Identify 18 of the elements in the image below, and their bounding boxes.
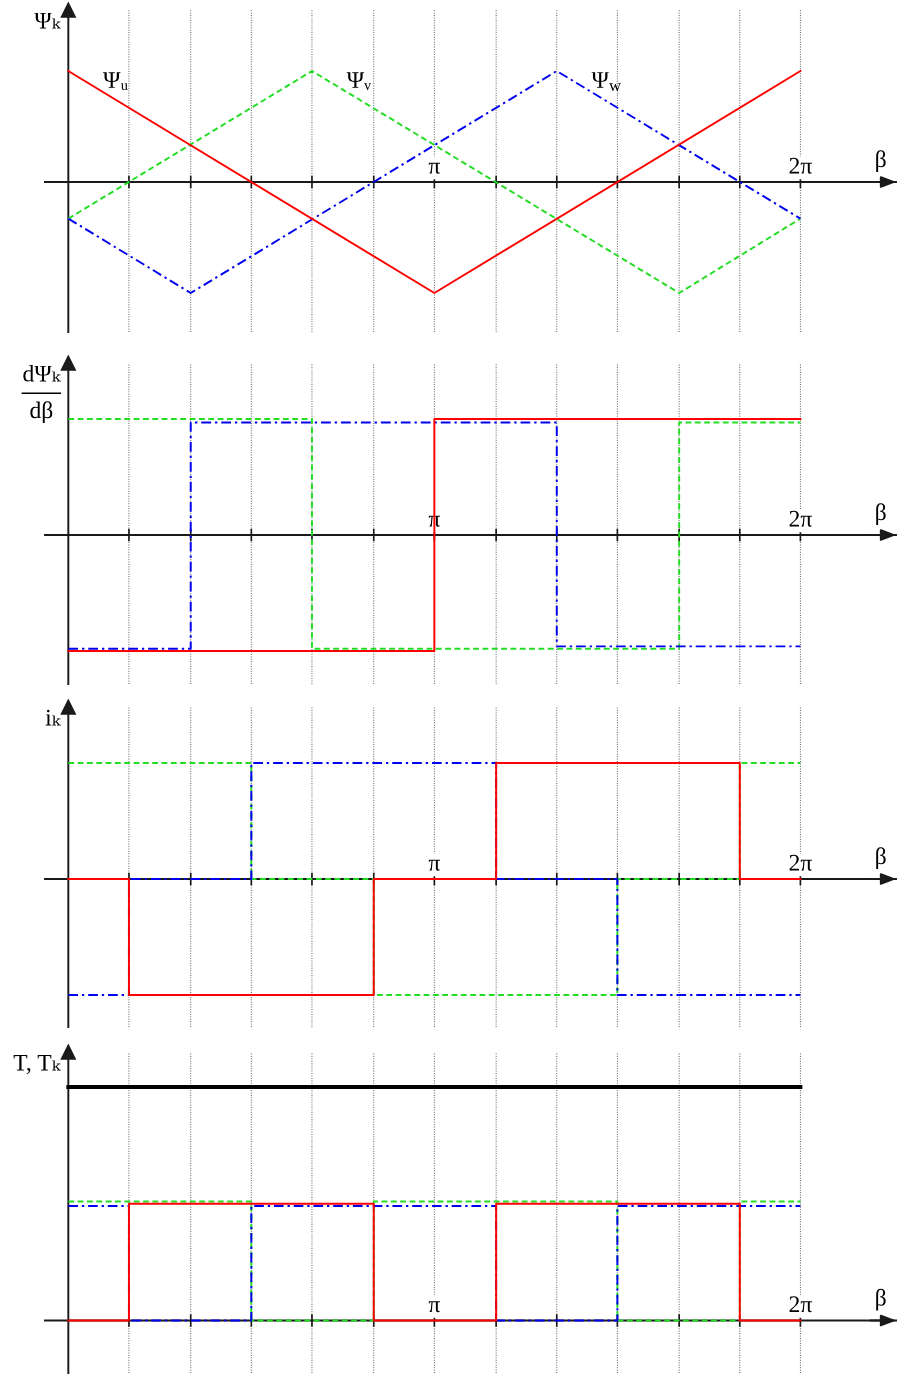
x-tick-label: π xyxy=(428,859,440,871)
x-tick-label: 2π xyxy=(789,157,812,174)
y-axis-title: Ψₖ xyxy=(34,12,61,29)
x-tick-label: 2π xyxy=(789,1296,812,1313)
x-axis-title: β xyxy=(876,847,886,869)
y-axis-title: iₖ xyxy=(45,709,61,726)
x-axis-title: β xyxy=(876,150,886,172)
series-label: Ψ$_{w}$ xyxy=(591,72,621,92)
y-axis-title: T, Tₖ xyxy=(13,1054,61,1075)
x-tick-label: 2π xyxy=(789,854,812,871)
x-tick-label: π xyxy=(428,162,440,174)
x-tick-label: π xyxy=(428,1301,440,1313)
x-axis-title: β xyxy=(876,503,886,525)
x-tick-label: 2π xyxy=(789,510,812,527)
x-axis-title: β xyxy=(876,1288,886,1311)
series-label: Ψᵥ xyxy=(346,72,372,91)
series-label: Ψᵤ xyxy=(103,72,128,91)
y-axis-title: dΨₖ dβ xyxy=(23,365,61,424)
